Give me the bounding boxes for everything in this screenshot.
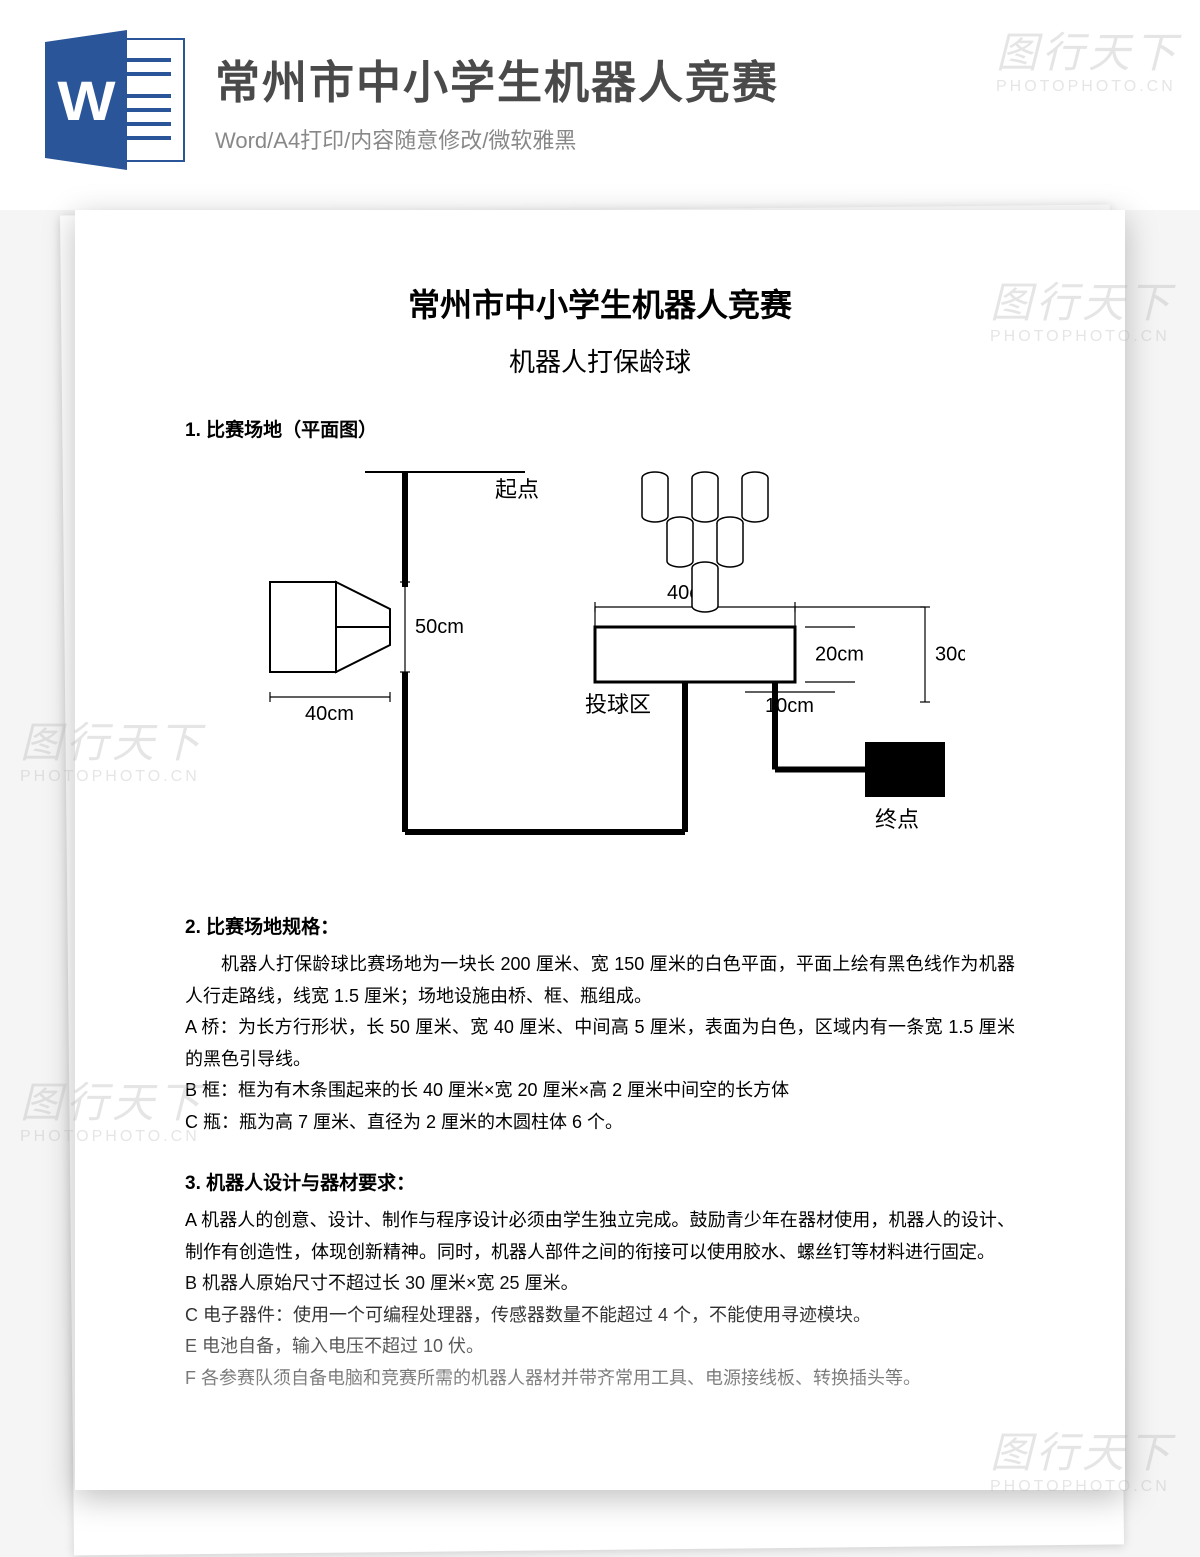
header-bar: W 常州市中小学生机器人竞赛 Word/A4打印/内容随意修改/微软雅黑 [0,0,1200,210]
doc-subtitle: 机器人打保龄球 [185,342,1015,379]
svg-text:40cm: 40cm [305,703,354,725]
section2-c: C 瓶：瓶为高 7 厘米、直径为 2 厘米的木圆柱体 6 个。 [185,1107,1015,1139]
word-letter: W [57,68,115,133]
svg-text:30cm: 30cm [935,644,965,666]
document-page: 常州市中小学生机器人竞赛 机器人打保龄球 1. 比赛场地（平面图） 起点 50cm… [75,210,1125,1490]
svg-text:投球区: 投球区 [585,692,651,717]
field-diagram: 起点50cm40cm40cm20cm30cm投球区10cm终点 [245,452,1015,882]
svg-text:终点: 终点 [875,807,919,832]
section3-heading: 3. 机器人设计与器材要求： [185,1168,1015,1195]
section3-b: B 机器人原始尺寸不超过长 30 厘米×宽 25 厘米。 [185,1268,1015,1300]
section3-e: F 各参赛队须自备电脑和竞赛所需的机器人器材并带齐常用工具、电源接线板、转换插头… [185,1363,1015,1395]
word-file-icon: W [45,30,185,170]
svg-text:20cm: 20cm [815,644,864,666]
page-title: 常州市中小学生机器人竞赛 [215,46,779,111]
section3-c: C 电子器件：使用一个可编程处理器，传感器数量不能超过 4 个，不能使用寻迹模块… [185,1300,1015,1332]
section2-a: A 桥：为长方行形状，长 50 厘米、宽 40 厘米、中间高 5 厘米，表面为白… [185,1012,1015,1075]
document-preview: 常州市中小学生机器人竞赛 机器人打保龄球 1. 比赛场地（平面图） 起点 50cm… [75,210,1125,1550]
section3-d: E 电池自备，输入电压不超过 10 伏。 [185,1331,1015,1363]
section1-heading: 1. 比赛场地（平面图） [185,415,1015,442]
svg-text:50cm: 50cm [415,616,464,638]
section2-b: B 框：框为有木条围起来的长 40 厘米×宽 20 厘米×高 2 厘米中间空的长… [185,1075,1015,1107]
section2-p1: 机器人打保龄球比赛场地为一块长 200 厘米、宽 150 厘米的白色平面，平面上… [185,949,1015,1012]
doc-title: 常州市中小学生机器人竞赛 [185,280,1015,326]
svg-text:起点: 起点 [495,477,539,502]
header-text: 常州市中小学生机器人竞赛 Word/A4打印/内容随意修改/微软雅黑 [215,46,779,155]
section3-a: A 机器人的创意、设计、制作与程序设计必须由学生独立完成。鼓励青少年在器材使用，… [185,1205,1015,1268]
page-meta: Word/A4打印/内容随意修改/微软雅黑 [215,123,779,155]
section2-heading: 2. 比赛场地规格： [185,912,1015,939]
